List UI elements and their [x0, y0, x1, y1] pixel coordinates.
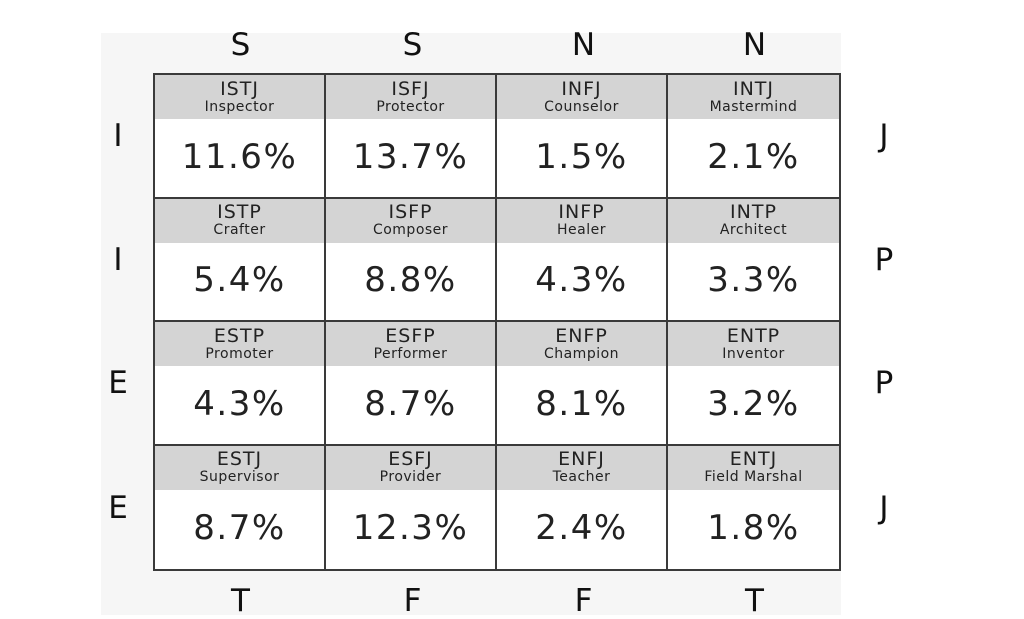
type-code: ENTP	[726, 324, 781, 347]
column-label-top: N	[571, 27, 596, 63]
type-cell: ESTJ Supervisor 8.7%	[155, 445, 326, 569]
type-code: ENFJ	[558, 448, 605, 470]
type-percent: 12.3%	[352, 508, 469, 549]
type-cell: ESFP Performer 8.7%	[326, 322, 497, 446]
type-cell: INTJ Mastermind 2.1%	[668, 75, 839, 199]
type-percent: 3.3%	[707, 260, 800, 301]
type-code: ISFP	[388, 201, 433, 223]
column-label-bottom: T	[745, 583, 764, 619]
type-role: Performer	[373, 345, 448, 362]
type-percent: 1.5%	[535, 136, 628, 177]
row-label-left: E	[108, 490, 128, 526]
type-role: Promoter	[205, 345, 274, 362]
type-header: ESTP Promoter	[155, 322, 324, 366]
type-role: Provider	[379, 469, 442, 485]
type-code: ESFP	[385, 324, 436, 347]
row-label-right: J	[879, 490, 889, 526]
type-header: ESTJ Supervisor	[155, 445, 324, 490]
type-code: INFJ	[561, 77, 602, 100]
type-cell: ENFJ Teacher 2.4%	[497, 445, 668, 569]
type-code: ESTP	[213, 324, 266, 347]
type-header: ISTJ Inspector	[155, 75, 324, 119]
type-cell: INTP Architect 3.3%	[668, 198, 839, 322]
type-header: ENFP Champion	[497, 322, 666, 366]
type-header: ISFP Composer	[326, 198, 495, 243]
type-header: INTJ Mastermind	[668, 75, 839, 119]
type-header: INFP Healer	[497, 198, 666, 243]
type-percent: 8.8%	[364, 260, 457, 301]
row-label-left: I	[113, 242, 123, 278]
type-role: Supervisor	[199, 469, 280, 485]
type-code: ISTJ	[220, 77, 259, 100]
type-code: INTJ	[732, 77, 775, 100]
type-percent: 11.6%	[181, 136, 298, 177]
type-percent: 13.7%	[352, 136, 469, 177]
row-label-right: P	[874, 242, 894, 278]
type-percent: 4.3%	[535, 260, 628, 301]
type-header: INTP Architect	[668, 198, 839, 243]
type-cell: ESTP Promoter 4.3%	[155, 322, 326, 446]
type-role: Composer	[372, 222, 449, 238]
type-header: ENTJ Field Marshal	[668, 445, 839, 490]
type-header: ENTP Inventor	[668, 322, 839, 366]
type-code: ESFJ	[388, 448, 433, 470]
type-cell: ENFP Champion 8.1%	[497, 322, 668, 446]
type-header: ENFJ Teacher	[497, 445, 666, 490]
row-label-left: I	[113, 118, 123, 154]
type-code: ISTP	[217, 201, 262, 223]
type-role: Architect	[719, 222, 788, 238]
type-code: ENTJ	[729, 448, 778, 470]
type-code: ISFJ	[391, 77, 430, 100]
type-role: Protector	[376, 98, 445, 115]
type-header: ESFJ Provider	[326, 445, 495, 490]
type-cell: ISTJ Inspector 11.6%	[155, 75, 326, 199]
column-label-bottom: F	[403, 583, 422, 619]
type-role: Inventor	[722, 345, 785, 362]
type-role: Champion	[543, 345, 620, 362]
type-code: ENFP	[555, 324, 608, 347]
type-role: Healer	[557, 222, 606, 238]
type-cell: INFP Healer 4.3%	[497, 198, 668, 322]
type-code: ESTJ	[216, 448, 263, 470]
type-cell: ISFP Composer 8.8%	[326, 198, 497, 322]
column-label-top: S	[402, 27, 423, 63]
type-header: INFJ Counselor	[497, 75, 666, 119]
type-percent: 8.1%	[535, 383, 628, 424]
type-cell: ISFJ Protector 13.7%	[326, 75, 497, 199]
personality-type-grid: ISTJ Inspector 11.6% ISFJ Protector 13.7…	[153, 73, 841, 571]
row-label-right: P	[874, 365, 894, 401]
column-label-top: S	[230, 27, 251, 63]
type-role: Mastermind	[709, 98, 798, 115]
column-label-bottom: T	[231, 583, 250, 619]
type-percent: 5.4%	[193, 260, 286, 301]
row-label-right: J	[879, 118, 889, 154]
type-percent: 2.1%	[707, 136, 800, 177]
type-header: ESFP Performer	[326, 322, 495, 366]
type-role: Inspector	[204, 98, 275, 115]
type-cell: ESFJ Provider 12.3%	[326, 445, 497, 569]
type-role: Crafter	[213, 222, 266, 238]
type-cell: ENTP Inventor 3.2%	[668, 322, 839, 446]
type-role: Teacher	[552, 469, 611, 485]
type-header: ISFJ Protector	[326, 75, 495, 119]
type-percent: 8.7%	[193, 508, 286, 549]
type-role: Field Marshal	[704, 469, 803, 485]
column-label-bottom: F	[574, 583, 593, 619]
type-cell: ISTP Crafter 5.4%	[155, 198, 326, 322]
type-percent: 1.8%	[707, 508, 800, 549]
row-label-left: E	[108, 365, 128, 401]
type-header: ISTP Crafter	[155, 198, 324, 243]
type-role: Counselor	[544, 98, 619, 115]
type-code: INFP	[558, 201, 605, 223]
type-percent: 8.7%	[364, 383, 457, 424]
type-cell: INFJ Counselor 1.5%	[497, 75, 668, 199]
type-percent: 4.3%	[193, 383, 286, 424]
type-cell: ENTJ Field Marshal 1.8%	[668, 445, 839, 569]
type-percent: 3.2%	[707, 383, 800, 424]
column-label-top: N	[742, 27, 767, 63]
type-percent: 2.4%	[535, 508, 628, 549]
type-code: INTP	[730, 201, 777, 223]
